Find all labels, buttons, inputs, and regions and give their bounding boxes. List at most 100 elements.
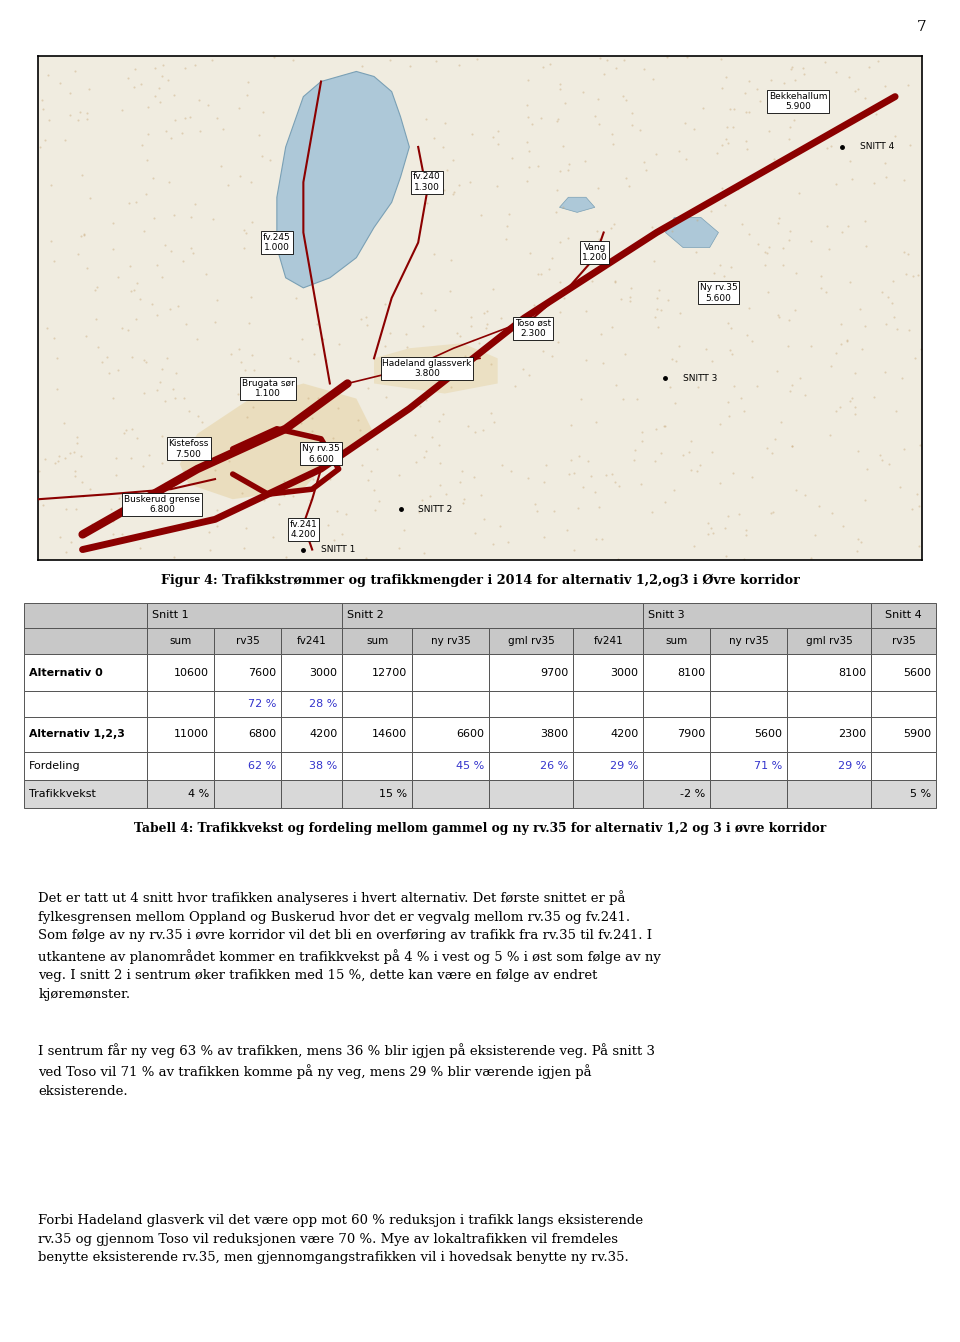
Bar: [872, 780, 936, 808]
Point: [615, 388, 631, 409]
Point: [544, 247, 560, 268]
Point: [111, 487, 127, 509]
Point: [200, 94, 215, 115]
Point: [205, 208, 221, 229]
Point: [878, 166, 894, 188]
Bar: [643, 691, 710, 717]
Point: [854, 338, 870, 360]
Point: [609, 58, 624, 79]
Point: [597, 63, 612, 85]
Bar: [343, 603, 643, 628]
Point: [310, 388, 325, 409]
Point: [237, 360, 252, 381]
Bar: [24, 752, 147, 780]
Point: [629, 388, 644, 409]
Point: [157, 472, 173, 494]
Point: [67, 460, 83, 482]
Text: 10600: 10600: [174, 668, 209, 678]
Point: [857, 87, 873, 109]
Point: [738, 525, 754, 546]
Text: Snitt 2: Snitt 2: [348, 611, 384, 620]
Point: [338, 503, 353, 525]
Text: 7900: 7900: [677, 730, 706, 739]
Point: [108, 447, 124, 468]
Point: [767, 428, 782, 450]
Point: [818, 51, 833, 72]
Point: [733, 386, 749, 408]
Point: [187, 193, 203, 215]
Point: [132, 537, 148, 558]
Point: [814, 276, 829, 298]
Point: [607, 213, 622, 235]
Point: [618, 90, 634, 111]
Point: [530, 154, 545, 176]
Point: [591, 497, 607, 518]
Point: [851, 440, 866, 462]
Point: [550, 331, 565, 353]
Point: [140, 123, 156, 145]
Point: [765, 443, 780, 464]
Point: [436, 137, 451, 158]
Bar: [643, 717, 710, 752]
Point: [516, 358, 531, 380]
Point: [901, 319, 917, 341]
Point: [282, 518, 298, 539]
Bar: [573, 691, 643, 717]
Point: [304, 408, 320, 429]
Point: [62, 82, 78, 103]
Text: SNITT 3: SNITT 3: [684, 374, 717, 382]
Text: gml rv35: gml rv35: [805, 636, 852, 647]
Point: [412, 170, 427, 192]
Point: [43, 231, 59, 252]
Point: [198, 263, 213, 285]
Point: [772, 306, 787, 327]
Point: [147, 208, 162, 229]
Point: [634, 474, 649, 495]
Point: [832, 396, 848, 417]
Point: [285, 50, 300, 71]
Point: [724, 344, 739, 365]
Point: [232, 165, 248, 187]
Point: [177, 58, 192, 79]
Text: 4 %: 4 %: [188, 789, 209, 798]
Point: [46, 327, 61, 349]
Point: [839, 329, 854, 350]
Text: Forbi Hadeland glasverk vil det være opp mot 60 % reduksjon i trafikk langs eksi: Forbi Hadeland glasverk vil det være opp…: [38, 1215, 643, 1264]
Point: [604, 463, 619, 484]
Point: [521, 157, 537, 178]
Point: [688, 242, 704, 263]
Point: [33, 136, 48, 157]
Point: [358, 546, 373, 568]
Point: [377, 293, 393, 314]
Text: Alternativ 0: Alternativ 0: [29, 668, 103, 678]
Point: [73, 101, 88, 122]
Point: [51, 444, 66, 466]
Point: [537, 471, 552, 493]
Point: [157, 391, 173, 412]
Point: [719, 545, 734, 566]
Point: [766, 502, 781, 523]
Point: [852, 298, 868, 319]
Point: [63, 531, 79, 553]
Point: [106, 523, 121, 545]
Bar: [214, 752, 280, 780]
Point: [289, 287, 304, 309]
Point: [480, 301, 495, 322]
Point: [658, 416, 673, 437]
Text: Kistefoss
7.500: Kistefoss 7.500: [168, 439, 208, 459]
Point: [77, 224, 92, 246]
Bar: [490, 780, 573, 808]
Point: [144, 294, 159, 315]
Point: [278, 546, 294, 568]
Point: [492, 515, 508, 537]
Point: [686, 118, 702, 140]
Point: [788, 263, 804, 285]
Point: [693, 274, 708, 295]
Point: [833, 333, 849, 354]
Point: [427, 299, 443, 321]
Point: [486, 534, 501, 556]
Point: [578, 150, 593, 172]
Point: [889, 318, 904, 340]
Point: [654, 299, 669, 321]
Point: [190, 405, 205, 427]
